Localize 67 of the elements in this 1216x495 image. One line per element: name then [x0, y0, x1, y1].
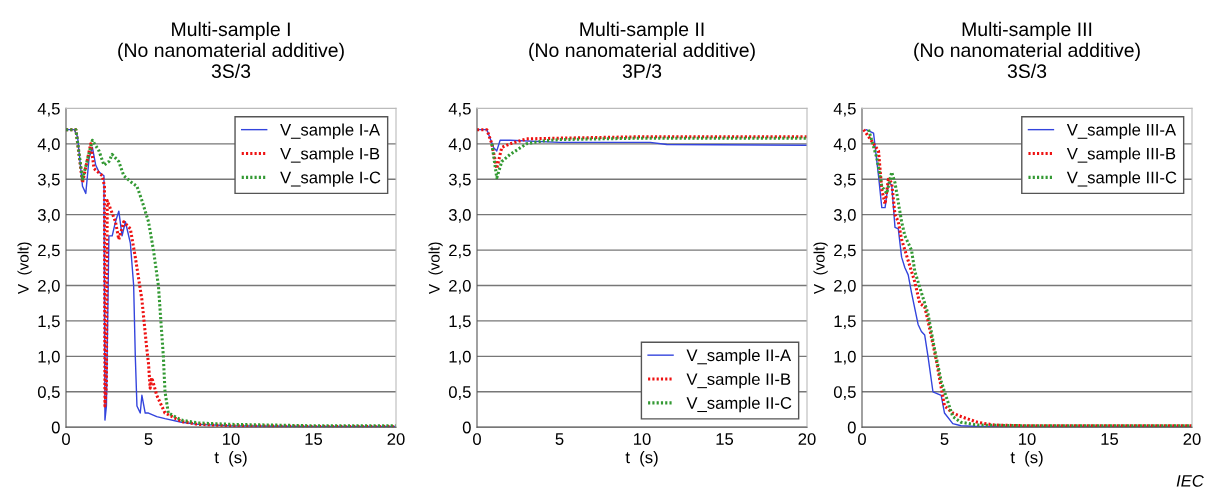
legend-label: V_sample III-A — [1066, 123, 1177, 139]
legend-label: V_sample I-A — [280, 123, 381, 139]
y-tick-label: 4,0 — [37, 138, 60, 152]
chart-title: Multi-sample I (No nanomaterial additive) 3S/3 — [118, 21, 344, 79]
y-tick-label: 3,0 — [833, 209, 856, 223]
y-tick-label: 1,0 — [38, 350, 60, 365]
y-tick-label: 2,0 — [834, 279, 856, 294]
y-tick-label: 4,0 — [448, 138, 471, 152]
y-tick-label: 2,5 — [834, 244, 856, 259]
y-tick-label: 0 — [462, 421, 471, 434]
y-axis-title: V (volt) — [428, 242, 443, 295]
y-tick-label: 1,5 — [449, 315, 471, 330]
x-tick-label: 10 — [634, 433, 651, 445]
y-tick-label: 1,0 — [449, 350, 471, 365]
x-axis-title: t (s) — [214, 451, 247, 467]
y-tick-label: 3,0 — [448, 209, 471, 223]
y-tick-label: 2,5 — [449, 244, 471, 259]
y-tick-label: 0,5 — [448, 386, 471, 400]
y-tick-label: 0 — [51, 421, 60, 434]
x-axis-title: t (s) — [1010, 451, 1043, 467]
chart-title: Multi-sample III (No nanomaterial additive) 3S/3 — [914, 21, 1140, 79]
legend-label: V_sample II-A — [686, 348, 792, 365]
x-tick-label: 15 — [716, 433, 734, 445]
x-tick-label: 5 — [555, 433, 564, 445]
legend-label: V_sample III-C — [1066, 171, 1177, 187]
legend-label: V_sample III-B — [1066, 147, 1176, 163]
y-tick-label: 0,5 — [833, 386, 856, 400]
y-axis-title: V (volt) — [813, 242, 828, 295]
y-tick-label: 2,5 — [38, 244, 60, 259]
x-tick-label: 5 — [940, 433, 949, 445]
y-tick-label: 1,5 — [38, 315, 60, 330]
y-tick-label: 4,5 — [448, 102, 471, 117]
y-tick-label: 3,5 — [833, 173, 856, 188]
y-tick-label: 1,0 — [834, 350, 856, 365]
x-tick-label: 5 — [144, 433, 153, 445]
text: IEC — [1176, 474, 1204, 487]
y-tick-label: 2,0 — [449, 279, 471, 294]
x-tick-label: 0 — [473, 433, 481, 445]
y-tick-label: 3,5 — [37, 173, 60, 188]
legend-label: V_sample II-B — [686, 372, 791, 389]
y-axis-title: V (volt) — [17, 242, 32, 295]
chart-title: Multi-sample II (No nanomaterial additive) 3P/3 — [529, 21, 755, 79]
y-tick-label: 4,5 — [37, 102, 60, 117]
x-tick-label: 15 — [1101, 433, 1119, 445]
y-tick-label: 0 — [847, 421, 856, 434]
x-tick-label: 15 — [305, 433, 323, 445]
line-series — [477, 128, 807, 152]
legend-label: V_sample II-C — [686, 396, 792, 413]
y-tick-label: 0,5 — [37, 386, 60, 400]
x-tick-label: 20 — [1183, 433, 1201, 445]
x-tick-label: 10 — [223, 433, 240, 445]
x-tick-label: 20 — [387, 433, 405, 445]
y-tick-label: 4,0 — [833, 138, 856, 152]
x-tick-label: 10 — [1019, 433, 1036, 445]
y-tick-label: 3,0 — [37, 209, 60, 223]
legend-label: V_sample I-B — [280, 147, 380, 163]
legend-label: V_sample I-C — [280, 171, 381, 187]
x-tick-label: 0 — [858, 433, 866, 445]
y-tick-label: 1,5 — [834, 315, 856, 330]
line-series — [490, 136, 807, 180]
x-axis-title: t (s) — [625, 451, 658, 467]
y-tick-label: 3,5 — [448, 173, 471, 188]
x-tick-label: 0 — [62, 433, 70, 445]
line-series — [477, 128, 807, 171]
y-tick-label: 2,0 — [38, 279, 60, 294]
x-tick-label: 20 — [798, 433, 816, 445]
y-tick-label: 4,5 — [833, 102, 856, 117]
